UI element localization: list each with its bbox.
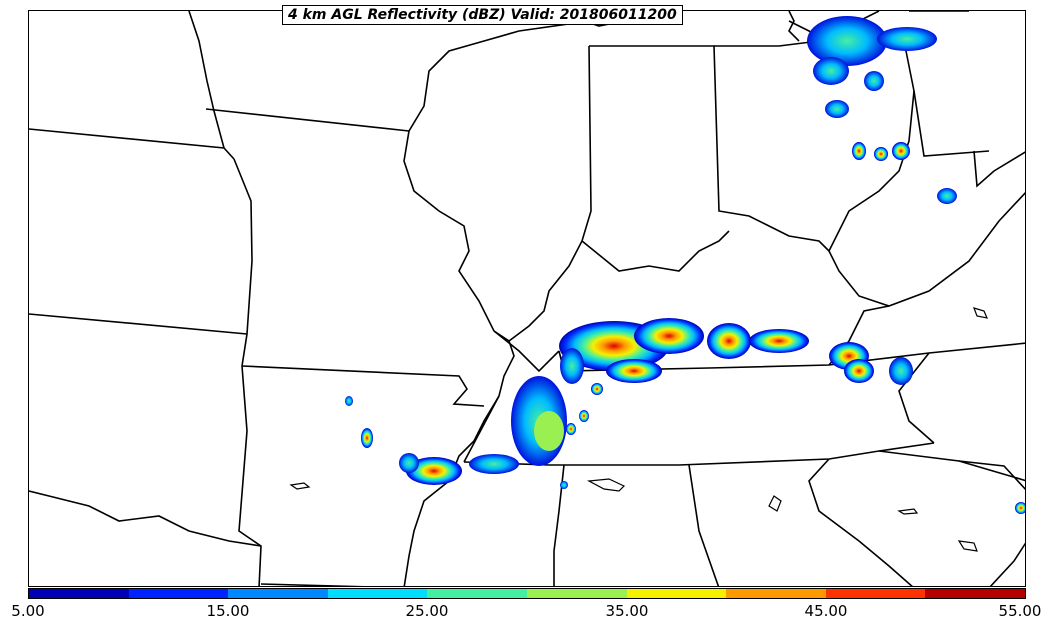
colorbar-segment [726, 589, 826, 598]
colorbar-segment [29, 589, 129, 598]
colorbar-segment [626, 589, 727, 598]
colorbar-tick: 15.00 [206, 602, 250, 620]
colorbar-segment [327, 589, 428, 598]
colorbar-tick: 35.00 [605, 602, 649, 620]
state-boundaries [29, 11, 1025, 586]
map-title: 4 km AGL Reflectivity (dBZ) Valid: 20180… [282, 5, 683, 25]
colorbar-segment [228, 589, 328, 598]
colorbar-tick: 45.00 [804, 602, 848, 620]
colorbar-segment [526, 589, 627, 598]
colorbar-segment [427, 589, 527, 598]
colorbar-segment [825, 589, 926, 598]
colorbar-segment [128, 589, 229, 598]
colorbar-tick: 25.00 [405, 602, 449, 620]
reflectivity-overlay [345, 16, 1025, 514]
lakes-islands [289, 307, 989, 552]
map-canvas [29, 11, 1025, 586]
colorbar-segment [925, 589, 1025, 598]
colorbar-tick: 55.00 [998, 602, 1042, 620]
colorbar [28, 588, 1026, 599]
colorbar-tick: 5.00 [11, 602, 45, 620]
map-frame [28, 10, 1026, 587]
